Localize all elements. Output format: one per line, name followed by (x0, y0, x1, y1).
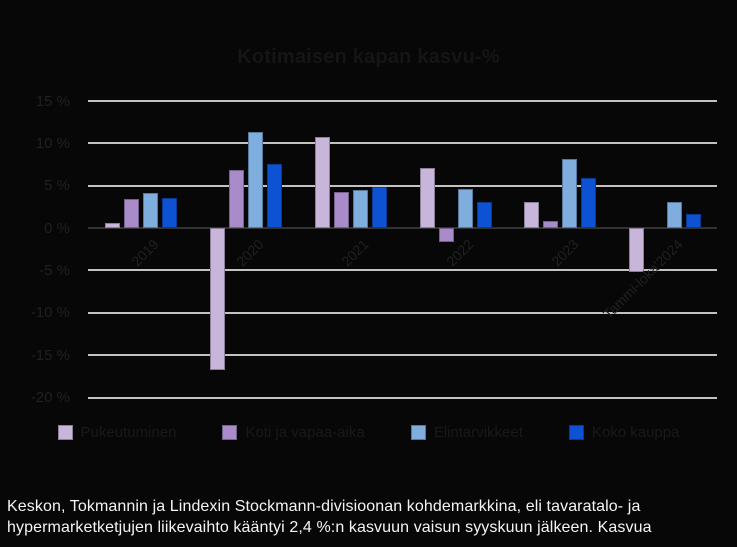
legend-label: Elintarvikkeet (433, 424, 523, 441)
gridline (88, 269, 717, 272)
x-axis-label: 2021 (338, 236, 372, 270)
bar-koko-kauppa-2020 (266, 163, 282, 229)
bar-koti-ja-vapaa-aika-2021 (333, 191, 349, 229)
legend-item: Elintarvikkeet (410, 424, 523, 441)
legend-item: Koti ja vapaa-aika (222, 424, 365, 441)
bar-pukeutuminen-2020 (209, 228, 225, 371)
bar-koti-ja-vapaa-aika-2020 (228, 169, 244, 229)
caption-line-1: Keskon, Tokmannin ja Lindexin Stockmann-… (7, 498, 641, 515)
bar-koti-ja-vapaa-aika-2019 (124, 199, 140, 229)
bar-pukeutuminen-2019 (105, 222, 121, 229)
zero-axis-line (88, 227, 717, 230)
legend-item: Pukeutuminen (57, 424, 177, 441)
bar-elintarvikkeet-2022 (457, 189, 473, 229)
bar-elintarvikkeet-2020 (247, 132, 263, 229)
bar-pukeutuminen-Tammi-loka'2024 (629, 228, 645, 273)
y-axis-tick-label: -15 % (30, 346, 70, 364)
legend-swatch-icon (410, 425, 426, 440)
bar-elintarvikkeet-Tammi-loka'2024 (667, 201, 683, 229)
gridline (88, 142, 717, 145)
y-axis-tick-label: -20 % (30, 389, 70, 406)
gridline (88, 396, 717, 399)
y-axis-tick-label: -10 % (30, 304, 70, 322)
bar-koko-kauppa-Tammi-loka'2024 (686, 213, 702, 229)
legend-label: Koko kauppa (591, 424, 680, 441)
legend-item: Koko kauppa (568, 424, 680, 441)
gridline (88, 311, 717, 314)
y-axis-tick-label: 10 % (35, 134, 70, 152)
bar-koti-ja-vapaa-aika-2023 (543, 221, 559, 229)
bar-elintarvikkeet-2023 (562, 158, 578, 229)
bar-elintarvikkeet-2021 (352, 189, 368, 229)
gridline (88, 354, 717, 357)
plot-area: 15 % 10 % 5 % 0 % -5 % -10 % -15 % -20 % 2019 202… (30, 92, 717, 406)
bar-koti-ja-vapaa-aika-2022 (438, 228, 454, 243)
bar-koko-kauppa-2023 (581, 178, 597, 229)
y-axis-tick-label: 0 % (44, 219, 70, 237)
y-axis-tick-label: 5 % (44, 177, 70, 195)
legend-swatch-icon (57, 425, 73, 440)
caption-line-2: hypermarketketjujen liikevaihto kääntyi … (7, 518, 652, 536)
gridline (88, 184, 717, 187)
x-axis-label: 2019 (128, 236, 162, 270)
y-axis-tick-label: 15 % (35, 92, 70, 110)
bar-elintarvikkeet-2019 (143, 193, 159, 229)
caption: Keskon, Tokmannin ja Lindexin Stockmann-… (7, 497, 737, 538)
chart-title: Kotimaisen kapan kasvu-% (237, 46, 500, 68)
chart-legend: Pukeutuminen Koti ja vapaa-aika Elintarvik… (0, 424, 737, 441)
bar-koko-kauppa-2022 (476, 201, 492, 229)
gridline (88, 100, 717, 102)
bar-pukeutuminen-2022 (419, 167, 435, 229)
legend-label: Koti ja vapaa-aika (245, 424, 365, 441)
x-axis-label: 2023 (547, 236, 582, 270)
legend-swatch-icon (568, 425, 584, 440)
x-axis-label: 2020 (233, 236, 267, 270)
y-axis-tick-label: -5 % (39, 261, 70, 279)
legend-label: Pukeutuminen (80, 424, 177, 441)
bar-koko-kauppa-2019 (162, 198, 178, 229)
bar-koko-kauppa-2021 (371, 186, 387, 229)
legend-swatch-icon (222, 425, 238, 440)
bar-pukeutuminen-2021 (314, 137, 330, 229)
bar-pukeutuminen-2023 (524, 201, 540, 229)
